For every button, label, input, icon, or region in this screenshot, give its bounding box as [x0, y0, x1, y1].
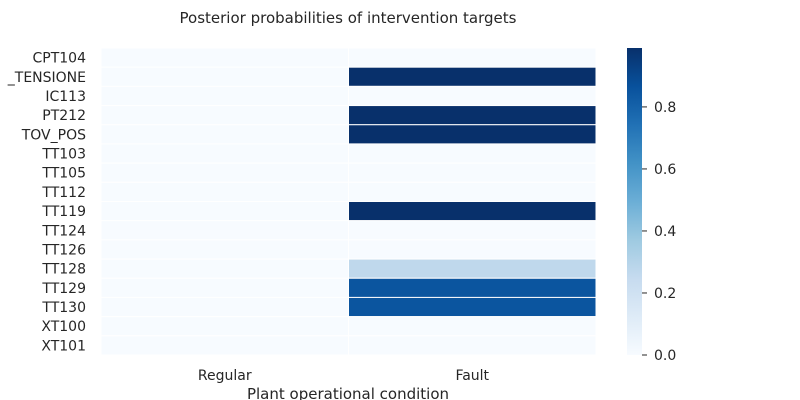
heatmap-cell-cpt104-fault: [348, 47, 597, 68]
colorbar-ticks: 0.0 0.2 0.4 0.6 0.8: [642, 100, 676, 364]
y-tick-label: TOV_POS: [21, 127, 86, 143]
heatmap-cell-cpt104-regular: [100, 47, 349, 68]
heatmap-cell-xt100-fault: [348, 316, 597, 337]
heatmap-cell-tt103-fault: [348, 143, 597, 164]
heatmap-cell-tt105-fault: [348, 162, 597, 183]
colorbar-tick-label: 0.4: [654, 224, 676, 240]
heatmap-cell-tt128-fault: [348, 258, 597, 279]
x-axis-title: Plant operational condition: [247, 385, 449, 400]
heatmap-cell-tt130-regular: [100, 296, 349, 318]
heatmap-cell-_tensione-regular: [100, 66, 349, 87]
colorbar-tick-label: 0.2: [654, 286, 676, 302]
heatmap-cell-tt124-regular: [100, 220, 349, 241]
heatmap-cell-tt129-regular: [100, 277, 349, 298]
x-tick-labels: Regular Fault: [198, 368, 490, 384]
y-tick-label: TT130: [41, 300, 86, 316]
heatmap-cell-ic113-fault: [348, 85, 597, 107]
y-tick-label: CPT104: [33, 51, 87, 67]
y-tick-label: TT103: [41, 147, 86, 163]
heatmap-cell-xt100-regular: [100, 316, 349, 337]
y-tick-label: TT105: [41, 166, 86, 182]
y-tick-label: PT212: [42, 108, 86, 124]
y-tick-label: TT129: [41, 281, 86, 297]
y-tick-label: TT112: [41, 185, 86, 201]
heatmap-cell-xt101-regular: [100, 335, 349, 356]
colorbar: [627, 48, 642, 355]
heatmap-cell-tt126-regular: [100, 239, 349, 260]
heatmap-cell-_tensione-fault: [348, 66, 597, 87]
y-tick-label: XT101: [41, 338, 86, 354]
heatmap-cell-tov_pos-regular: [100, 124, 349, 145]
heatmap-cell-tov_pos-fault: [348, 124, 597, 145]
heatmap-cell-pt212-fault: [348, 105, 597, 126]
colorbar-tick-label: 0.0: [654, 348, 676, 364]
y-tick-label: TT126: [41, 242, 86, 258]
heatmap-cell-tt119-fault: [348, 201, 597, 222]
heatmap-cell-tt124-fault: [348, 220, 597, 241]
heatmap-cell-tt129-fault: [348, 277, 597, 298]
heatmap-cell-tt103-regular: [100, 143, 349, 164]
heatmap-cell-pt212-regular: [100, 105, 349, 126]
y-tick-label: TT128: [41, 262, 86, 278]
x-tick-label: Fault: [455, 368, 489, 384]
heatmap-cell-tt112-fault: [348, 181, 597, 202]
heatmap-cell-tt105-regular: [100, 162, 349, 183]
y-tick-label: TT124: [41, 223, 86, 239]
colorbar-tick-label: 0.8: [654, 100, 676, 116]
chart-title: Posterior probabilities of intervention …: [180, 9, 517, 27]
heatmap-cell-ic113-regular: [100, 85, 349, 107]
y-tick-labels: CPT104 _TENSIONE IC113 PT212 TOV_POS TT103 TT1…: [7, 51, 86, 355]
heatmap-cell-xt101-fault: [348, 335, 597, 356]
heatmap-cell-tt119-regular: [100, 201, 349, 222]
y-tick-label: _TENSIONE: [7, 70, 86, 86]
heatmap-cell-tt128-regular: [100, 258, 349, 279]
colorbar-tick-label: 0.6: [654, 162, 676, 178]
y-tick-label: XT100: [41, 319, 86, 335]
x-tick-label: Regular: [198, 368, 252, 384]
heatmap-cell-tt130-fault: [348, 296, 597, 318]
heatmap-cell-tt112-regular: [100, 181, 349, 202]
heatmap-cells: [100, 47, 597, 356]
y-tick-label: TT119: [41, 204, 86, 220]
heatmap-cell-tt126-fault: [348, 239, 597, 260]
y-tick-label: IC113: [45, 89, 86, 105]
